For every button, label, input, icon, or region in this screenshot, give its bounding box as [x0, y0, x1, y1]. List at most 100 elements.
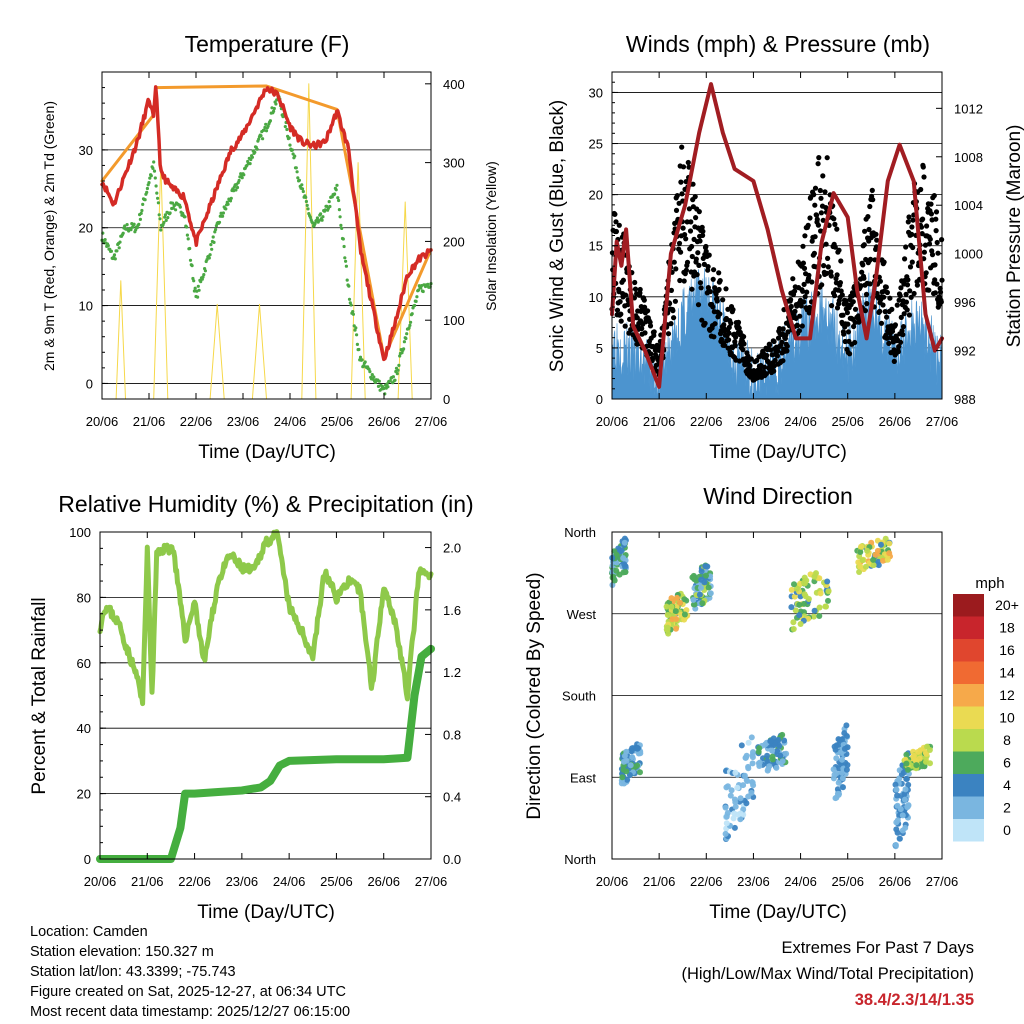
gust-point	[748, 356, 754, 362]
humidity-ylabel-left: Percent & Total Rainfall	[29, 597, 50, 794]
direction-point	[831, 771, 838, 778]
gust-point	[678, 249, 684, 255]
gust-point	[671, 259, 677, 265]
extremes-subheading: (High/Low/Max Wind/Total Precipitation)	[681, 965, 974, 983]
colorbar-label: 6	[1003, 755, 1011, 771]
gust-point	[650, 355, 656, 362]
colorbar-swatch	[953, 751, 984, 774]
gust-point	[788, 303, 794, 310]
direction-point	[901, 796, 908, 803]
dewpoint-point	[235, 185, 240, 190]
gust-point	[689, 243, 695, 250]
x-tick-label: 27/06	[415, 414, 448, 429]
gust-point	[774, 353, 781, 359]
gust-point	[632, 279, 638, 286]
direction-point	[857, 549, 864, 555]
gust-point	[683, 267, 690, 273]
y-tick-label-right: 992	[954, 344, 976, 359]
speed-colorbar: mph 20+ 18 16 14 12 10 8 6 4 2 0	[953, 575, 1019, 842]
y-tick-label: 20	[589, 188, 603, 203]
dewpoint-point	[255, 147, 259, 151]
gust-point	[736, 325, 742, 331]
gust-point	[864, 301, 870, 307]
y-tick-label: 20	[77, 787, 91, 802]
gust-point	[612, 211, 618, 217]
gust-point	[906, 214, 912, 220]
gust-point	[802, 294, 808, 300]
gust-point	[809, 279, 815, 285]
dewpoint-point	[264, 122, 268, 126]
direction-point	[816, 575, 823, 582]
dewpoint-point	[388, 379, 392, 383]
dewpoint-point	[347, 284, 351, 288]
dewpoint-point	[190, 264, 194, 268]
dewpoint-point	[205, 258, 209, 262]
gust-point	[717, 311, 723, 317]
colorbar-title: mph	[975, 575, 1004, 592]
gust-point	[728, 320, 734, 326]
gust-point	[735, 319, 742, 325]
direction-point	[744, 778, 751, 784]
location-text: Location: Camden	[30, 924, 148, 940]
direction-point	[741, 772, 748, 779]
dewpoint-point	[170, 201, 175, 205]
dewpoint-point	[354, 326, 358, 330]
gust-point	[726, 330, 732, 336]
direction-point	[737, 816, 744, 823]
gust-point	[869, 187, 875, 193]
gust-point	[617, 299, 623, 305]
gust-point	[684, 259, 691, 265]
gust-point	[932, 290, 939, 296]
gust-point	[614, 307, 621, 313]
direction-point	[748, 734, 755, 741]
gust-point	[616, 222, 622, 228]
dewpoint-point	[317, 219, 321, 223]
gust-point	[625, 302, 631, 308]
direction-point	[689, 574, 696, 581]
dewpoint-point	[219, 211, 223, 215]
gust-point	[726, 337, 732, 343]
winds-ylabel-right: Station Pressure (Maroon)	[1004, 125, 1024, 348]
direction-point	[817, 590, 824, 597]
gust-point	[686, 206, 693, 212]
direction-point	[728, 787, 735, 794]
direction-point	[743, 800, 750, 807]
x-tick-label: 25/06	[320, 874, 353, 889]
dewpoint-point	[185, 233, 189, 237]
humidity-panel: Relative Humidity (%) & Precipitation (i…	[29, 491, 474, 923]
gust-point	[880, 302, 886, 308]
dewpoint-point	[141, 202, 145, 206]
direction-point	[893, 819, 900, 826]
gust-point	[690, 181, 696, 187]
direction-point	[796, 612, 803, 619]
dewpoint-point	[193, 286, 197, 290]
gust-point	[834, 226, 840, 232]
dewpoint-point	[410, 312, 414, 316]
gust-point	[618, 311, 624, 317]
direction-xlabel: Time (Day/UTC)	[709, 902, 847, 923]
gust-point	[794, 323, 801, 329]
dewpoint-point	[426, 282, 430, 286]
gust-point	[820, 217, 826, 223]
gust-point	[679, 191, 685, 197]
direction-point	[811, 607, 818, 614]
dewpoint-point	[391, 375, 395, 379]
gust-point	[923, 270, 929, 276]
direction-point	[840, 784, 846, 791]
dewpoint-point	[242, 173, 246, 177]
direction-point	[779, 758, 786, 765]
x-tick-label: 20/06	[596, 874, 629, 889]
gust-point	[771, 338, 777, 345]
dewpoint-point	[293, 154, 297, 158]
dewpoint-point	[113, 257, 117, 261]
station-info: Location: Camden Station elevation: 150.…	[30, 922, 350, 1022]
x-tick-label: 21/06	[131, 874, 164, 889]
dewpoint-point	[178, 205, 182, 209]
gust-point	[775, 348, 781, 354]
y-tick-label-right: 0.4	[443, 790, 461, 805]
gust-point	[798, 303, 804, 309]
direction-point	[903, 751, 910, 758]
direction-point	[627, 762, 634, 769]
winds-ylabel-left: Sonic Wind & Gust (Blue, Black)	[547, 100, 568, 372]
dewpoint-point	[221, 211, 225, 215]
